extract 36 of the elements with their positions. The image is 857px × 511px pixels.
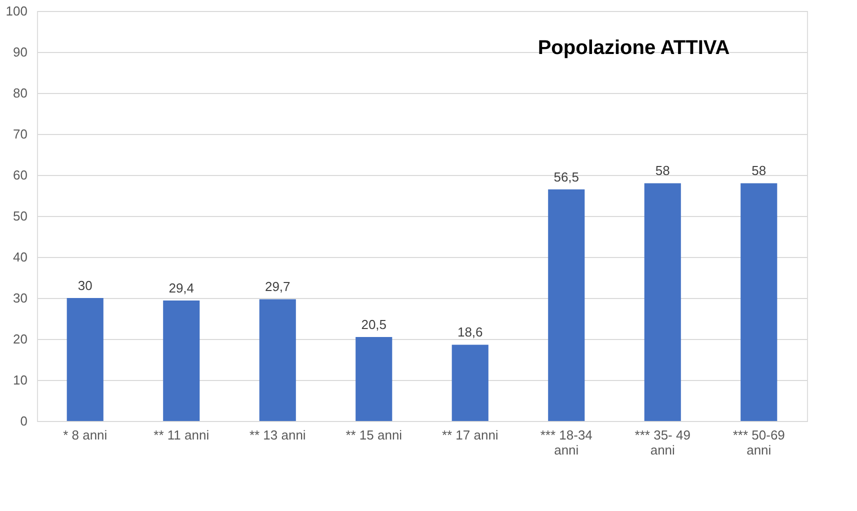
x-tick-label: *** 18-34 anni [540, 428, 592, 458]
y-tick-label: 30 [13, 290, 28, 306]
bar [356, 336, 392, 421]
text: Popolazione ATTIVA [538, 36, 730, 59]
bar [644, 183, 681, 421]
x-tick-label: *** 50-69 anni [732, 428, 785, 458]
bar [452, 344, 488, 421]
x-tick-label: ** 11 anni [154, 428, 210, 442]
y-tick-label: 50 [13, 208, 28, 224]
data-label: 58 [655, 163, 670, 178]
x-tick-label: ** 15 anni [346, 428, 402, 442]
y-tick-label: 80 [13, 86, 28, 100]
bar [548, 189, 585, 421]
data-label: 29,4 [168, 280, 194, 296]
y-tick-label: 20 [13, 332, 28, 346]
data-label: 20,5 [361, 316, 387, 332]
data-label: 29,7 [264, 279, 290, 294]
x-tick-label: ** 17 anni [442, 428, 498, 442]
bar [163, 300, 200, 421]
y-tick-label: 0 [20, 414, 28, 428]
y-tick-label: 60 [13, 168, 28, 182]
data-label: 30 [78, 278, 92, 293]
data-label: 56,5 [554, 169, 580, 184]
x-tick-label: * 8 anni [63, 428, 108, 442]
data-label: 58 [752, 163, 766, 178]
y-tick-label: 100 [6, 4, 28, 18]
x-tick-label: *** 35- 49 anni [634, 428, 690, 458]
x-tick-label: ** 13 anni [249, 428, 306, 442]
bar [259, 299, 296, 421]
y-tick-label: 70 [13, 126, 28, 142]
bar [740, 183, 778, 421]
y-tick-label: 10 [13, 372, 28, 388]
bar [66, 298, 104, 421]
data-label: 18,6 [457, 324, 483, 340]
y-tick-label: 40 [13, 250, 28, 264]
y-tick-label: 90 [13, 44, 28, 60]
